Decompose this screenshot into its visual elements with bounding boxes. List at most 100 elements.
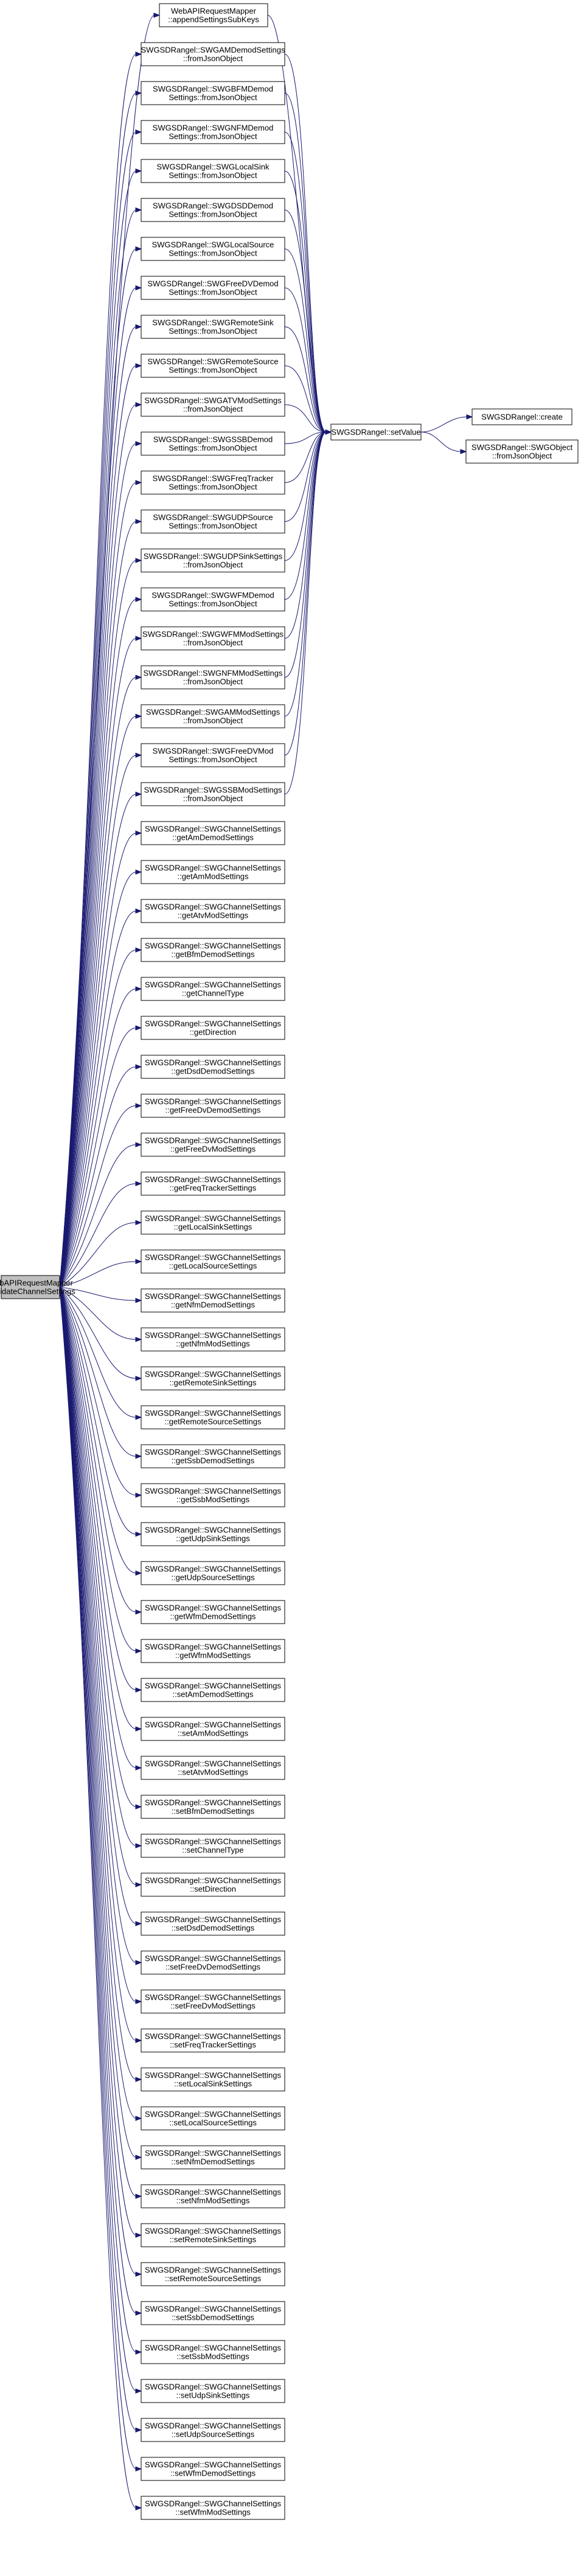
- node-swgsdrangel-swgchannelsettings-getbfmdemodsettings-label: SWGSDRangel::SWGChannelSettings: [145, 941, 281, 951]
- node-swgsdrangel-swgchannelsettings-getfreqtrackersettings[interactable]: SWGSDRangel::SWGChannelSettings::getFreq…: [141, 1171, 285, 1196]
- node-swgsdrangel-swgchannelsettings-getdsddemodsettings[interactable]: SWGSDRangel::SWGChannelSettings::getDsdD…: [141, 1055, 285, 1079]
- node-swgsdrangel-swgchannelsettings-setfreedvmodsettings[interactable]: SWGSDRangel::SWGChannelSettings::setFree…: [141, 1989, 285, 2014]
- node-swgsdrangel-swgchannelsettings-getssbdemodsettings[interactable]: SWGSDRangel::SWGChannelSettings::getSsbD…: [141, 1444, 285, 1468]
- arrow-root-to-swgsdrangel-swgatvmodsettings-fromjsonobject: [135, 402, 142, 408]
- edge-root-to-swgsdrangel-swgchannelsettings-getwfmdemodsettings: [59, 1286, 137, 1613]
- node-swgsdrangel-swgfreedvmodsettings-fromjsonobject[interactable]: SWGSDRangel::SWGFreeDVModSettings::fromJ…: [141, 743, 285, 767]
- arrow-root-to-swgsdrangel-swgremotesinksettings-fromjsonobject: [135, 324, 142, 330]
- node-swgsdrangel-swgchannelsettings-getssbmodsettings-box: [141, 1483, 285, 1507]
- edge-swgsdrangel-swgnfmmodsettings-fromjsonobject-to-setvalue: [284, 431, 327, 678]
- node-validatechannelsettings[interactable]: WebAPIRequestMapper::validateChannelSett…: [0, 1275, 75, 1299]
- node-swgsdrangel-swgchannelsettings-getlocalsinksettings[interactable]: SWGSDRangel::SWGChannelSettings::getLoca…: [141, 1210, 285, 1235]
- node-swgsdrangel-swgchannelsettings-getnfmmodsettings[interactable]: SWGSDRangel::SWGChannelSettings::getNfmM…: [141, 1327, 285, 1352]
- node-swgsdrangel-swgremotesinksettings-fromjsonobject[interactable]: SWGSDRangel::SWGRemoteSinkSettings::from…: [141, 315, 285, 339]
- node-swgsdrangel-swgchannelsettings-getamdemodsettings[interactable]: SWGSDRangel::SWGChannelSettings::getAmDe…: [141, 821, 285, 845]
- arrow-root-to-swgsdrangel-swgchannelsettings-setssbmodsettings: [135, 2349, 142, 2355]
- edge-root-to-swgsdrangel-swgchannelsettings-getamdemodsettings: [59, 832, 137, 1288]
- node-swgsdrangel-swgchannelsettings-getchanneltype[interactable]: SWGSDRangel::SWGChannelSettings::getChan…: [141, 977, 285, 1001]
- node-swgsdrangel-swgchannelsettings-getremotesinksettings[interactable]: SWGSDRangel::SWGChannelSettings::getRemo…: [141, 1366, 285, 1391]
- node-swgsdrangel-swgremotesinksettings-fromjsonobject-label: SWGSDRangel::SWGRemoteSink: [152, 318, 274, 327]
- node-swgsdrangel-swgchannelsettings-setbfmdemodsettings[interactable]: SWGSDRangel::SWGChannelSettings::setBfmD…: [141, 1795, 285, 1819]
- node-swgsdrangel-swgchannelsettings-getssbmodsettings[interactable]: SWGSDRangel::SWGChannelSettings::getSsbM…: [141, 1483, 285, 1507]
- edge-root-to-swgsdrangel-swgchannelsettings-getudpsinksettings: [59, 1286, 137, 1535]
- node-swgsdrangel-swgchannelsettings-setlocalsourcesettings[interactable]: SWGSDRangel::SWGChannelSettings::setLoca…: [141, 2106, 285, 2131]
- node-swgsdrangel-swgamdemodsettings-fromjsonobject-box: [141, 42, 285, 66]
- node-swgsdrangel-swgremotesourcesettings-fromjsonobject-label: Settings::fromJsonObject: [169, 366, 257, 375]
- node-swgsdrangel-swgchannelsettings-setremotesourcesettings[interactable]: SWGSDRangel::SWGChannelSettings::setRemo…: [141, 2262, 285, 2286]
- node-swgsdrangel-swgchannelsettings-setfreedvdemodsettings[interactable]: SWGSDRangel::SWGChannelSettings::setFree…: [141, 1950, 285, 1975]
- node-swgsdrangel-swgchannelsettings-setnfmdemodsettings[interactable]: SWGSDRangel::SWGChannelSettings::setNfmD…: [141, 2145, 285, 2169]
- node-swgsdrangel-swgchannelsettings-getwfmmodsettings[interactable]: SWGSDRangel::SWGChannelSettings::getWfmM…: [141, 1639, 285, 1663]
- node-swgsdrangel-swgchannelsettings-setfreqtrackersettings[interactable]: SWGSDRangel::SWGChannelSettings::setFreq…: [141, 2028, 285, 2053]
- node-swgsdrangel-swgwfmmodsettings-fromjsonobject[interactable]: SWGSDRangel::SWGWFMModSettings::fromJson…: [141, 626, 285, 651]
- node-swgsdrangel-swgchannelsettings-getnfmmodsettings-box: [141, 1327, 285, 1352]
- node-swgobject-fromjsonobject[interactable]: SWGSDRangel::SWGObject::fromJsonObject: [465, 439, 579, 464]
- node-swgsdrangel-swgchannelsettings-setlocalsinksettings[interactable]: SWGSDRangel::SWGChannelSettings::setLoca…: [141, 2067, 285, 2092]
- node-setvalue[interactable]: SWGSDRangel::setValue: [330, 424, 422, 441]
- node-swgsdrangel-swgchannelsettings-setatvmodsettings[interactable]: SWGSDRangel::SWGChannelSettings::setAtvM…: [141, 1756, 285, 1780]
- node-swgsdrangel-swgchannelsettings-setwfmdemodsettings[interactable]: SWGSDRangel::SWGChannelSettings::setWfmD…: [141, 2457, 285, 2481]
- node-swgsdrangel-swgchannelsettings-getnfmdemodsettings[interactable]: SWGSDRangel::SWGChannelSettings::getNfmD…: [141, 1288, 285, 1313]
- node-swgsdrangel-swgchannelsettings-getdirection[interactable]: SWGSDRangel::SWGChannelSettings::getDire…: [141, 1016, 285, 1040]
- node-swgsdrangel-swgfreedvdemodsettings-fromjsonobject[interactable]: SWGSDRangel::SWGFreeDVDemodSettings::fro…: [141, 276, 285, 300]
- node-swgsdrangel-swglocalsinksettings-fromjsonobject[interactable]: SWGSDRangel::SWGLocalSinkSettings::fromJ…: [141, 159, 285, 183]
- node-swgsdrangel-swgchannelsettings-setssbdemodsettings[interactable]: SWGSDRangel::SWGChannelSettings::setSsbD…: [141, 2301, 285, 2325]
- node-swgsdrangel-swgwfmdemodsettings-fromjsonobject[interactable]: SWGSDRangel::SWGWFMDemodSettings::fromJs…: [141, 587, 285, 612]
- node-swgsdrangel-swgfreqtrackersettings-fromjsonobject[interactable]: SWGSDRangel::SWGFreqTrackerSettings::fro…: [141, 470, 285, 495]
- edge-root-to-swgsdrangel-swgwfmdemodsettings-fromjsonobject: [59, 599, 137, 1288]
- node-swgsdrangel-swgchannelsettings-setdsddemodsettings[interactable]: SWGSDRangel::SWGChannelSettings::setDsdD…: [141, 1911, 285, 1936]
- node-swgsdrangel-swgchannelsettings-getfreqtrackersettings-label: ::getFreqTrackerSettings: [170, 1184, 257, 1193]
- node-webapirequestmapper-appendsettingssubkeys[interactable]: WebAPIRequestMapper::appendSettingsSubKe…: [159, 3, 268, 27]
- arrow-root-to-swgsdrangel-swgchannelsettings-getlocalsourcesettings: [135, 1258, 142, 1265]
- node-swgsdrangel-swgamdemodsettings-fromjsonobject[interactable]: SWGSDRangel::SWGAMDemodSettings::fromJso…: [141, 42, 285, 66]
- node-swgsdrangel-swgssbmodsettings-fromjsonobject[interactable]: SWGSDRangel::SWGSSBModSettings::fromJson…: [141, 782, 285, 806]
- arrow-root-to-swgsdrangel-swgchannelsettings-getamdemodsettings: [135, 830, 142, 836]
- node-swgsdrangel-swgudpsourcesettings-fromjsonobject[interactable]: SWGSDRangel::SWGUDPSourceSettings::fromJ…: [141, 509, 285, 534]
- edge-swgsdrangel-swgfreedvmodsettings-fromjsonobject-to-setvalue: [284, 431, 327, 756]
- node-swgsdrangel-swgchannelsettings-getudpsinksettings[interactable]: SWGSDRangel::SWGChannelSettings::getUdpS…: [141, 1522, 285, 1546]
- arrow-root-to-swgsdrangel-swgchannelsettings-setbfmdemodsettings: [135, 1804, 142, 1810]
- arrow-root-to-swgsdrangel-swgchannelsettings-getammodsettings: [135, 869, 142, 875]
- node-swgsdrangel-swgchannelsettings-getremotesourcesettings[interactable]: SWGSDRangel::SWGChannelSettings::getRemo…: [141, 1405, 285, 1429]
- node-swgsdrangel-swgnfmdemodsettings-fromjsonobject[interactable]: SWGSDRangel::SWGNFMDemodSettings::fromJs…: [141, 120, 285, 144]
- node-swgsdrangel-swgchannelsettings-getammodsettings[interactable]: SWGSDRangel::SWGChannelSettings::getAmMo…: [141, 860, 285, 884]
- arrow-root-to-webapirequestmapper-appendsettingssubkeys: [153, 12, 161, 18]
- node-swgsdrangel-swgchannelsettings-setamdemodsettings[interactable]: SWGSDRangel::SWGChannelSettings::setAmDe…: [141, 1678, 285, 1702]
- node-swgsdrangel-swgnfmdemodsettings-fromjsonobject-label: Settings::fromJsonObject: [169, 132, 257, 141]
- node-swgsdrangel-swgbfmdemodsettings-fromjsonobject[interactable]: SWGSDRangel::SWGBFMDemodSettings::fromJs…: [141, 81, 285, 105]
- arrow-root-to-swgsdrangel-swgchannelsettings-setnfmmodsettings: [135, 2193, 142, 2199]
- node-swgsdrangel-swgudpsinksettings-fromjsonobject[interactable]: SWGSDRangel::SWGUDPSinkSettings::fromJso…: [141, 548, 285, 573]
- node-swgsdrangel-swgchannelsettings-getudpsourcesettings[interactable]: SWGSDRangel::SWGChannelSettings::getUdpS…: [141, 1561, 285, 1585]
- edge-root-to-swgsdrangel-swgchannelsettings-getammodsettings: [59, 871, 137, 1288]
- node-swgsdrangel-swgdsddemodsettings-fromjsonobject[interactable]: SWGSDRangel::SWGDSDDemodSettings::fromJs…: [141, 198, 285, 222]
- node-swgsdrangel-swgchannelsettings-getlocalsourcesettings[interactable]: SWGSDRangel::SWGChannelSettings::getLoca…: [141, 1249, 285, 1274]
- arrow-root-to-swgsdrangel-swgchannelsettings-getchanneltype: [135, 986, 142, 992]
- node-swgsdrangel-swgatvmodsettings-fromjsonobject[interactable]: SWGSDRangel::SWGATVModSettings::fromJson…: [141, 393, 285, 417]
- node-swgsdrangel-swgammodsettings-fromjsonobject[interactable]: SWGSDRangel::SWGAMModSettings::fromJsonO…: [141, 704, 285, 728]
- node-swgsdrangel-swgssbdemodsettings-fromjsonobject[interactable]: SWGSDRangel::SWGSSBDemodSettings::fromJs…: [141, 431, 285, 456]
- edge-root-to-swgsdrangel-swgchannelsettings-setwfmdemodsettings: [59, 1286, 137, 2470]
- node-swgsdrangel-swgchannelsettings-getatvmodsettings[interactable]: SWGSDRangel::SWGChannelSettings::getAtvM…: [141, 899, 285, 923]
- node-swgsdrangel-swglocalsourcesettings-fromjsonobject[interactable]: SWGSDRangel::SWGLocalSourceSettings::fro…: [141, 237, 285, 261]
- arrow-root-to-swgsdrangel-swgchannelsettings-getbfmdemodsettings: [135, 947, 142, 953]
- node-swgsdrangel-swgchannelsettings-setnfmmodsettings[interactable]: SWGSDRangel::SWGChannelSettings::setNfmM…: [141, 2184, 285, 2208]
- node-swgsdrangel-swgchannelsettings-getfreedvdemodsettings[interactable]: SWGSDRangel::SWGChannelSettings::getFree…: [141, 1094, 285, 1118]
- node-create[interactable]: SWGSDRangel::create: [471, 408, 572, 425]
- node-swgsdrangel-swgchannelsettings-setwfmmodsettings[interactable]: SWGSDRangel::SWGChannelSettings::setWfmM…: [141, 2496, 285, 2520]
- node-swgsdrangel-swgremotesourcesettings-fromjsonobject[interactable]: SWGSDRangel::SWGRemoteSourceSettings::fr…: [141, 354, 285, 378]
- node-swgsdrangel-swgchannelsettings-setammodsettings[interactable]: SWGSDRangel::SWGChannelSettings::setAmMo…: [141, 1717, 285, 1741]
- node-swgsdrangel-swgchannelsettings-setremotesinksettings[interactable]: SWGSDRangel::SWGChannelSettings::setRemo…: [141, 2223, 285, 2247]
- node-swgsdrangel-swgchannelsettings-setudpsourcesettings[interactable]: SWGSDRangel::SWGChannelSettings::setUdpS…: [141, 2418, 285, 2442]
- edge-root-to-swgsdrangel-swgchannelsettings-getbfmdemodsettings: [59, 949, 137, 1288]
- edge-swgsdrangel-swgremotesinksettings-fromjsonobject-to-setvalue: [284, 326, 327, 433]
- node-swgsdrangel-swgchannelsettings-setssbmodsettings[interactable]: SWGSDRangel::SWGChannelSettings::setSsbM…: [141, 2340, 285, 2364]
- node-swgsdrangel-swgnfmmodsettings-fromjsonobject[interactable]: SWGSDRangel::SWGNFMModSettings::fromJson…: [141, 665, 285, 689]
- node-swgsdrangel-swgchannelsettings-setudpsinksettings[interactable]: SWGSDRangel::SWGChannelSettings::setUdpS…: [141, 2379, 285, 2403]
- node-swgsdrangel-swgchannelsettings-setchanneltype[interactable]: SWGSDRangel::SWGChannelSettings::setChan…: [141, 1834, 285, 1858]
- node-swgsdrangel-swgchannelsettings-setbfmdemodsettings-box: [141, 1795, 285, 1819]
- node-swgsdrangel-swgchannelsettings-setbfmdemodsettings-label: ::setBfmDemodSettings: [172, 1807, 255, 1816]
- node-swgsdrangel-swgchannelsettings-getbfmdemodsettings[interactable]: SWGSDRangel::SWGChannelSettings::getBfmD…: [141, 938, 285, 962]
- node-swgsdrangel-swgchannelsettings-getfreedvmodsettings[interactable]: SWGSDRangel::SWGChannelSettings::getFree…: [141, 1133, 285, 1157]
- node-swgsdrangel-swgchannelsettings-setdirection[interactable]: SWGSDRangel::SWGChannelSettings::setDire…: [141, 1873, 285, 1897]
- node-swgsdrangel-swgchannelsettings-getwfmdemodsettings[interactable]: SWGSDRangel::SWGChannelSettings::getWfmD…: [141, 1600, 285, 1624]
